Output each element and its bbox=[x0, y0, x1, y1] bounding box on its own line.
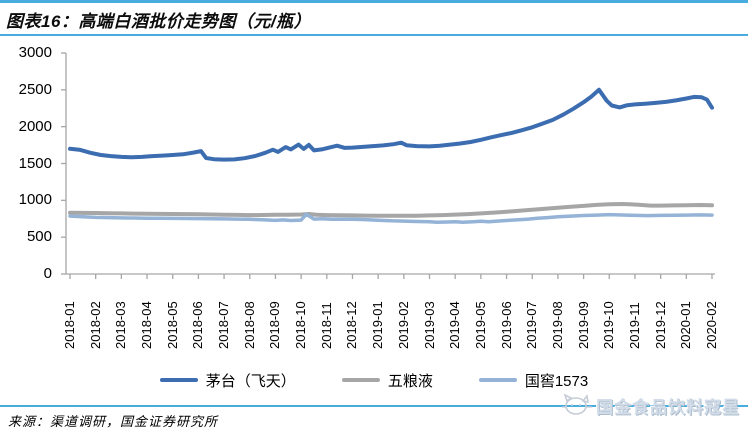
legend-label: 茅台（飞天） bbox=[205, 372, 296, 390]
y-axis-tick-label: 2000 bbox=[18, 117, 52, 135]
x-axis-tick-label: 2019-07 bbox=[524, 301, 540, 349]
series-line-3 bbox=[68, 212, 714, 224]
x-axis-tick-label: 2019-03 bbox=[421, 301, 437, 349]
y-axis-tick-label: 2500 bbox=[18, 80, 52, 98]
x-axis-tick-label: 2018-06 bbox=[190, 301, 206, 349]
axis-lines bbox=[65, 53, 715, 275]
x-axis-tick-label: 2018-01 bbox=[62, 301, 77, 349]
x-axis-tick-label: 2019-01 bbox=[370, 301, 386, 349]
bottom-rule bbox=[0, 405, 748, 407]
x-axis-tick-label: 2018-11 bbox=[318, 302, 334, 349]
x-axis-tick-label: 2019-10 bbox=[601, 301, 617, 349]
x-axis-tick-label: 2018-03 bbox=[113, 301, 129, 349]
x-axis-tick-label: 2019-08 bbox=[549, 301, 565, 349]
series-line-2 bbox=[68, 202, 714, 218]
x-axis-tick-label: 2019-12 bbox=[652, 301, 668, 349]
x-axis-tick-label: 2018-07 bbox=[216, 301, 232, 349]
x-axis-tick-label: 2018-12 bbox=[344, 301, 360, 349]
x-axis-tick-label: 2020-02 bbox=[704, 301, 719, 349]
x-axis-tick-label: 2019-06 bbox=[498, 301, 514, 349]
watermark: 国金食品饮料寇星 bbox=[562, 391, 740, 419]
y-axis-tick-label: 500 bbox=[26, 228, 52, 246]
x-axis-tick-label: 2018-05 bbox=[164, 301, 180, 349]
source-note: 来源：渠道调研，国金证券研究所 bbox=[8, 414, 219, 429]
x-axis-tick-label: 2018-09 bbox=[267, 301, 283, 349]
y-axis-tick-label: 0 bbox=[43, 265, 52, 282]
y-axis-tick-label: 3000 bbox=[18, 44, 52, 61]
series-line-1 bbox=[68, 87, 714, 162]
x-axis-tick-label: 2019-04 bbox=[447, 301, 463, 349]
x-axis-tick-label: 2018-10 bbox=[293, 301, 309, 349]
legend-item-3: 国窖1573 bbox=[478, 370, 589, 391]
legend-label: 国窖1573 bbox=[524, 372, 589, 390]
chart-legend: 茅台（飞天） 五粮液 国窖1573 bbox=[0, 368, 748, 392]
cat-mascot-icon bbox=[562, 393, 592, 415]
legend-label: 五粮液 bbox=[387, 372, 433, 390]
figure-title: 图表16：高端白酒批价走势图（元/瓶） bbox=[6, 12, 312, 31]
x-axis-tick-label: 2018-02 bbox=[87, 301, 103, 349]
watermark-text: 国金食品饮料寇星 bbox=[596, 397, 740, 417]
legend-item-2: 五粮液 bbox=[341, 370, 433, 391]
legend-item-1: 茅台（飞天） bbox=[159, 370, 296, 391]
y-axis-tick-label: 1000 bbox=[18, 191, 52, 209]
x-axis-tick-label: 2018-08 bbox=[241, 301, 257, 349]
legend-swatch bbox=[159, 378, 198, 382]
y-axis-tick-label: 1500 bbox=[18, 154, 52, 172]
title-divider-rule bbox=[0, 34, 748, 36]
x-axis-tick-label: 2019-05 bbox=[472, 301, 488, 349]
top-rule bbox=[0, 0, 748, 3]
x-axis-tick-label: 2019-11 bbox=[626, 302, 642, 349]
legend-swatch bbox=[341, 378, 380, 382]
x-axis-tick-label: 2020-01 bbox=[678, 301, 694, 349]
line-chart-plot bbox=[61, 52, 715, 279]
x-axis-tick-label: 2018-04 bbox=[139, 301, 155, 349]
x-axis-tick-label: 2019-02 bbox=[395, 301, 411, 349]
x-axis-tick-label: 2019-09 bbox=[575, 301, 591, 349]
legend-swatch bbox=[478, 378, 517, 382]
